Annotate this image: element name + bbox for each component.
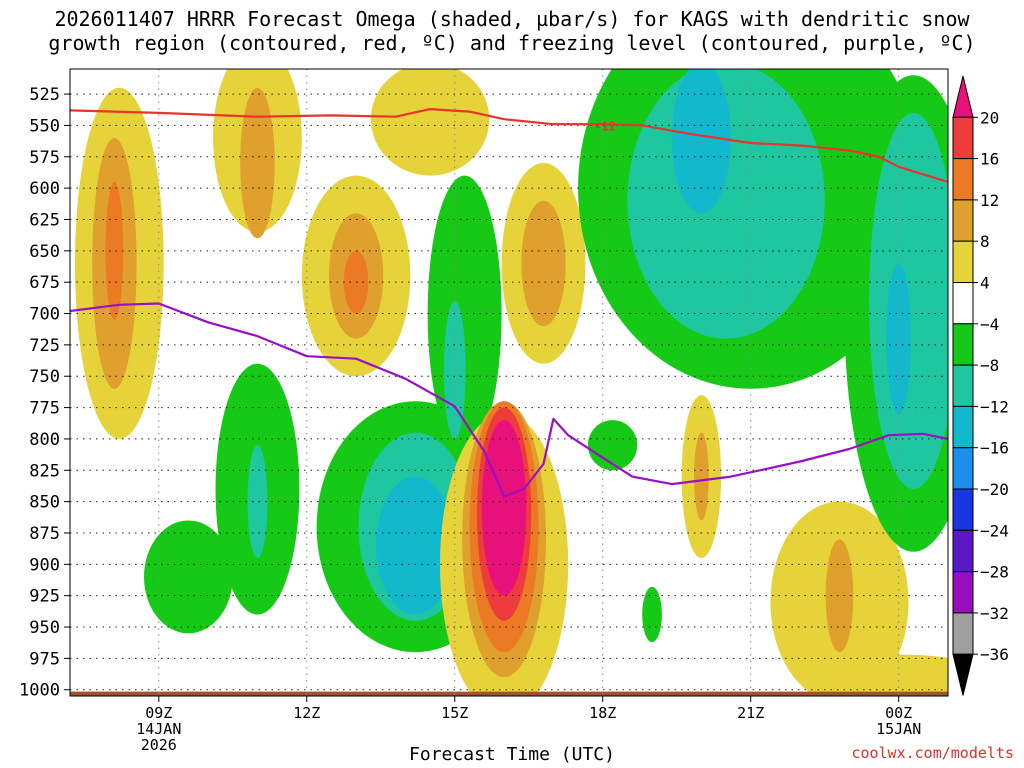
x-tick-label-9-2: 2026: [141, 736, 177, 754]
y-tick-label-575: 575: [29, 148, 60, 168]
colorbar-label-10: −24: [980, 521, 1009, 540]
colorbar-segment-9: [952, 447, 974, 490]
chart-title-line-2: growth region (contoured, red, ºC) and f…: [48, 31, 976, 55]
omega-region-24: [587, 420, 638, 471]
colorbar-segment-10: [952, 488, 974, 531]
colorbar-label-4: 4: [980, 274, 990, 293]
colorbar-segment-12: [952, 571, 974, 614]
contour-lines: -12: [70, 108, 948, 498]
x-axis-title: Forecast Time (UTC): [409, 744, 615, 765]
colorbar-segment-5: [952, 282, 974, 325]
y-tick-label-825: 825: [29, 461, 60, 481]
grid-lines: [70, 69, 948, 696]
omega-region-34: [869, 112, 948, 490]
colorbar-label-2: 12: [980, 191, 999, 210]
colorbar-top-arrow: [952, 75, 974, 118]
site-credit[interactable]: coolwx.com/modelts: [851, 744, 1014, 762]
x-tick-label-15-0: 15Z: [441, 704, 468, 722]
colorbar-label-13: −36: [980, 645, 1009, 664]
x-tick-label-24-1: 15JAN: [876, 720, 921, 738]
y-axis: 525 550 575 600 625 650 675 700 725 750 775 800 825 8…: [19, 85, 70, 701]
omega-region-10: [521, 200, 566, 327]
colorbar-segment-8: [952, 405, 974, 449]
y-tick-label-700: 700: [29, 305, 60, 325]
colorbar-segment-3: [952, 199, 974, 242]
colorbar-segment-4: [952, 240, 974, 283]
y-tick-label-550: 550: [29, 116, 60, 136]
y-tick-label-775: 775: [29, 399, 60, 419]
colorbar-label-8: −16: [980, 439, 1009, 458]
colorbar-label-0: 20: [980, 108, 999, 127]
plot-frame: [69, 68, 949, 697]
y-tick-label-750: 750: [29, 367, 60, 387]
contour-line-1: [70, 302, 948, 498]
x-tick-label-18-0: 18Z: [589, 704, 616, 722]
x-tick-label-12-0: 12Z: [293, 704, 320, 722]
x-tick-label-9-0: 09Z: [145, 704, 172, 722]
x-tick-label-9-1: 14JAN: [136, 720, 181, 738]
omega-region-15: [247, 445, 268, 559]
colorbar-label-6: −8: [980, 356, 999, 375]
colorbar-label-3: 8: [980, 232, 990, 251]
omega-region-35: [886, 263, 912, 414]
x-tick-label-24-0: 00Z: [885, 704, 912, 722]
omega-region-13: [375, 476, 455, 615]
omega-region-4: [240, 87, 275, 239]
omega-region-29: [825, 539, 854, 653]
y-tick-label-625: 625: [29, 210, 60, 230]
colorbar-segment-13: [952, 612, 974, 655]
omega-region-2: [105, 181, 124, 320]
colorbar-label-9: −20: [980, 480, 1009, 499]
colorbar: 20 16 12 8 4 −4 −8 −12 −16 −20 −24 −28 −32 −36: [952, 75, 1009, 696]
omega-region-32: [671, 69, 731, 214]
y-tick-label-900: 900: [29, 555, 60, 575]
y-tick-label-725: 725: [29, 336, 60, 356]
contour-line-0: [70, 108, 948, 183]
y-tick-label-925: 925: [29, 587, 60, 607]
y-tick-label-650: 650: [29, 242, 60, 262]
omega-region-8: [370, 69, 490, 176]
y-tick-label-950: 950: [29, 618, 60, 638]
colorbar-bottom-arrow: [952, 653, 974, 696]
y-tick-label-525: 525: [29, 85, 60, 105]
colorbar-label-1: 16: [980, 150, 999, 169]
colorbar-segment-2: [952, 158, 974, 201]
colorbar-segment-7: [952, 364, 974, 407]
chart-title-line-1: 2026011407 HRRR Forecast Omega (shaded, …: [54, 7, 970, 31]
omega-region-27: [693, 432, 709, 521]
terrain-layer: [70, 691, 948, 696]
colorbar-label-11: −28: [980, 563, 1009, 582]
omega-region-23: [481, 420, 527, 596]
colorbar-label-5: −4: [980, 315, 999, 334]
omega-region-36: [800, 654, 948, 696]
omega-region-25: [642, 586, 662, 643]
x-tick-label-21-0: 21Z: [737, 704, 764, 722]
y-tick-label-600: 600: [29, 179, 60, 199]
y-tick-label-850: 850: [29, 493, 60, 513]
y-tick-label-800: 800: [29, 430, 60, 450]
colorbar-segment-1: [952, 116, 974, 160]
y-tick-label-1000: 1000: [19, 681, 60, 701]
terrain-strip: [70, 691, 948, 696]
colorbar-segment-6: [952, 323, 974, 366]
colorbar-segment-11: [952, 529, 974, 573]
y-tick-label-875: 875: [29, 524, 60, 544]
colorbar-label-7: −12: [980, 397, 1009, 416]
y-tick-label-675: 675: [29, 273, 60, 293]
colorbar-label-12: −32: [980, 604, 1009, 623]
y-tick-label-975: 975: [29, 649, 60, 669]
contour-label-minus-12: -12: [594, 119, 616, 133]
omega-region-16: [143, 520, 233, 634]
